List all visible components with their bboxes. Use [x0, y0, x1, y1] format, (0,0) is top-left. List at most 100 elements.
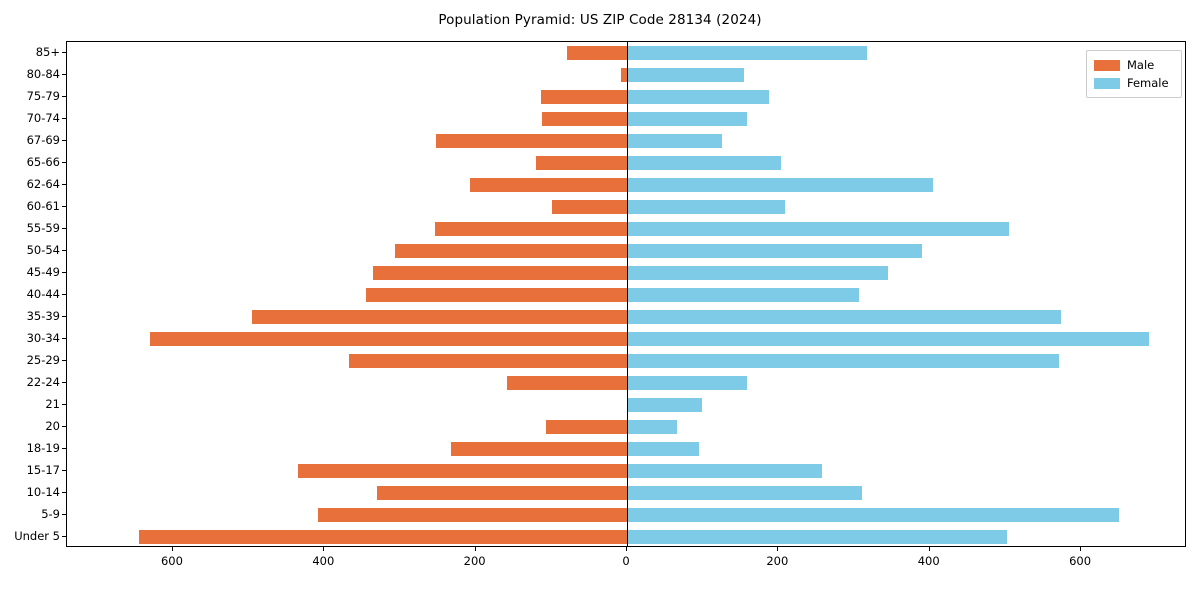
y-axis-tick-label: 75-79 — [26, 89, 60, 103]
bar-female — [627, 486, 862, 500]
y-axis-tick-label: 21 — [45, 397, 60, 411]
bar-female — [627, 134, 722, 148]
bar-male — [450, 442, 627, 456]
x-axis-tick-label: 200 — [766, 554, 789, 568]
bar-female — [627, 354, 1060, 368]
x-axis-tick-label: 0 — [622, 554, 630, 568]
y-axis-tick-mark — [62, 316, 66, 317]
bar-female — [627, 200, 786, 214]
bar-female — [627, 420, 677, 434]
bar-male — [507, 376, 627, 390]
y-axis-tick-mark — [62, 470, 66, 471]
bar-male — [546, 420, 627, 434]
bar-male — [297, 464, 627, 478]
bar-male — [138, 530, 627, 544]
y-axis-tick-label: 35-39 — [26, 309, 60, 323]
y-axis-tick-mark — [62, 96, 66, 97]
y-axis-tick-mark — [62, 228, 66, 229]
bar-female — [627, 398, 702, 412]
y-axis-tick-mark — [62, 52, 66, 53]
bar-row — [67, 442, 1185, 456]
y-axis-tick-label: 20 — [45, 419, 60, 433]
bar-male — [372, 266, 627, 280]
bar-male — [536, 156, 627, 170]
x-axis-tick-mark — [474, 547, 476, 551]
bar-female — [627, 376, 748, 390]
bar-row — [67, 398, 1185, 412]
y-axis-tick-mark — [62, 140, 66, 141]
bar-row — [67, 68, 1185, 82]
bar-female — [627, 310, 1062, 324]
y-axis-tick-mark — [62, 338, 66, 339]
bar-row — [67, 178, 1185, 192]
x-axis-tick-label: 600 — [160, 554, 183, 568]
y-axis-tick-mark — [62, 206, 66, 207]
bar-male — [394, 244, 627, 258]
y-axis-tick-mark — [62, 514, 66, 515]
bar-row — [67, 530, 1185, 544]
bar-row — [67, 420, 1185, 434]
bar-female — [627, 222, 1010, 236]
bar-row — [67, 508, 1185, 522]
bar-male — [434, 222, 627, 236]
chart-title: Population Pyramid: US ZIP Code 28134 (2… — [438, 12, 762, 28]
bar-female — [627, 112, 748, 126]
plot-area — [66, 41, 1186, 547]
bar-female — [627, 530, 1007, 544]
bar-male — [252, 310, 627, 324]
y-axis-tick-mark — [62, 404, 66, 405]
bar-female — [627, 442, 699, 456]
y-axis-tick-label: 22-24 — [26, 375, 60, 389]
bar-female — [627, 332, 1150, 346]
y-axis-tick-label: 5-9 — [41, 507, 60, 521]
y-axis-tick-label: 80-84 — [26, 67, 60, 81]
y-axis-tick-label: 18-19 — [26, 441, 60, 455]
y-axis-tick-mark — [62, 162, 66, 163]
bar-row — [67, 266, 1185, 280]
bar-row — [67, 46, 1185, 60]
y-axis-labels: 85+ 80-84 75-79 70-74 67-69 65-66 62-64 60-61 55… — [0, 41, 60, 547]
bar-female — [627, 178, 934, 192]
chart-legend: Male Female — [1086, 50, 1182, 98]
bar-row — [67, 288, 1185, 302]
x-axis-tick-label: 600 — [1069, 554, 1092, 568]
x-axis-tick-mark — [1080, 547, 1082, 551]
y-axis-tick-label: 25-29 — [26, 353, 60, 367]
y-axis-tick-label: 30-34 — [26, 331, 60, 345]
bar-male — [377, 486, 627, 500]
y-axis-tick-mark — [62, 426, 66, 427]
bar-male — [365, 288, 627, 302]
bar-male — [150, 332, 627, 346]
bar-female — [627, 266, 889, 280]
bar-row — [67, 90, 1185, 104]
y-axis-tick-mark — [62, 74, 66, 75]
bar-row — [67, 354, 1185, 368]
bar-female — [627, 288, 859, 302]
bar-row — [67, 464, 1185, 478]
legend-item-male: Male — [1094, 56, 1175, 74]
y-axis-tick-label: 67-69 — [26, 133, 60, 147]
y-axis-ticks — [0, 41, 66, 547]
bar-row — [67, 486, 1185, 500]
bar-female — [627, 90, 770, 104]
bar-male — [620, 68, 627, 82]
bar-female — [627, 244, 923, 258]
y-axis-tick-label: 40-44 — [26, 287, 60, 301]
y-axis-tick-label: 60-61 — [26, 199, 60, 213]
y-axis-tick-mark — [62, 118, 66, 119]
y-axis-tick-label: 70-74 — [26, 111, 60, 125]
y-axis-tick-mark — [62, 382, 66, 383]
legend-label-female: Female — [1127, 76, 1169, 90]
bar-row — [67, 200, 1185, 214]
y-axis-tick-label: 85+ — [35, 45, 60, 59]
x-axis-tick-mark — [928, 547, 930, 551]
bar-male — [470, 178, 627, 192]
y-axis-tick-label: 55-59 — [26, 221, 60, 235]
bar-row — [67, 156, 1185, 170]
x-axis-tick-mark — [171, 547, 173, 551]
bar-male — [567, 46, 627, 60]
y-axis-tick-label: 15-17 — [26, 463, 60, 477]
y-axis-tick-mark — [62, 272, 66, 273]
bar-male — [542, 112, 627, 126]
